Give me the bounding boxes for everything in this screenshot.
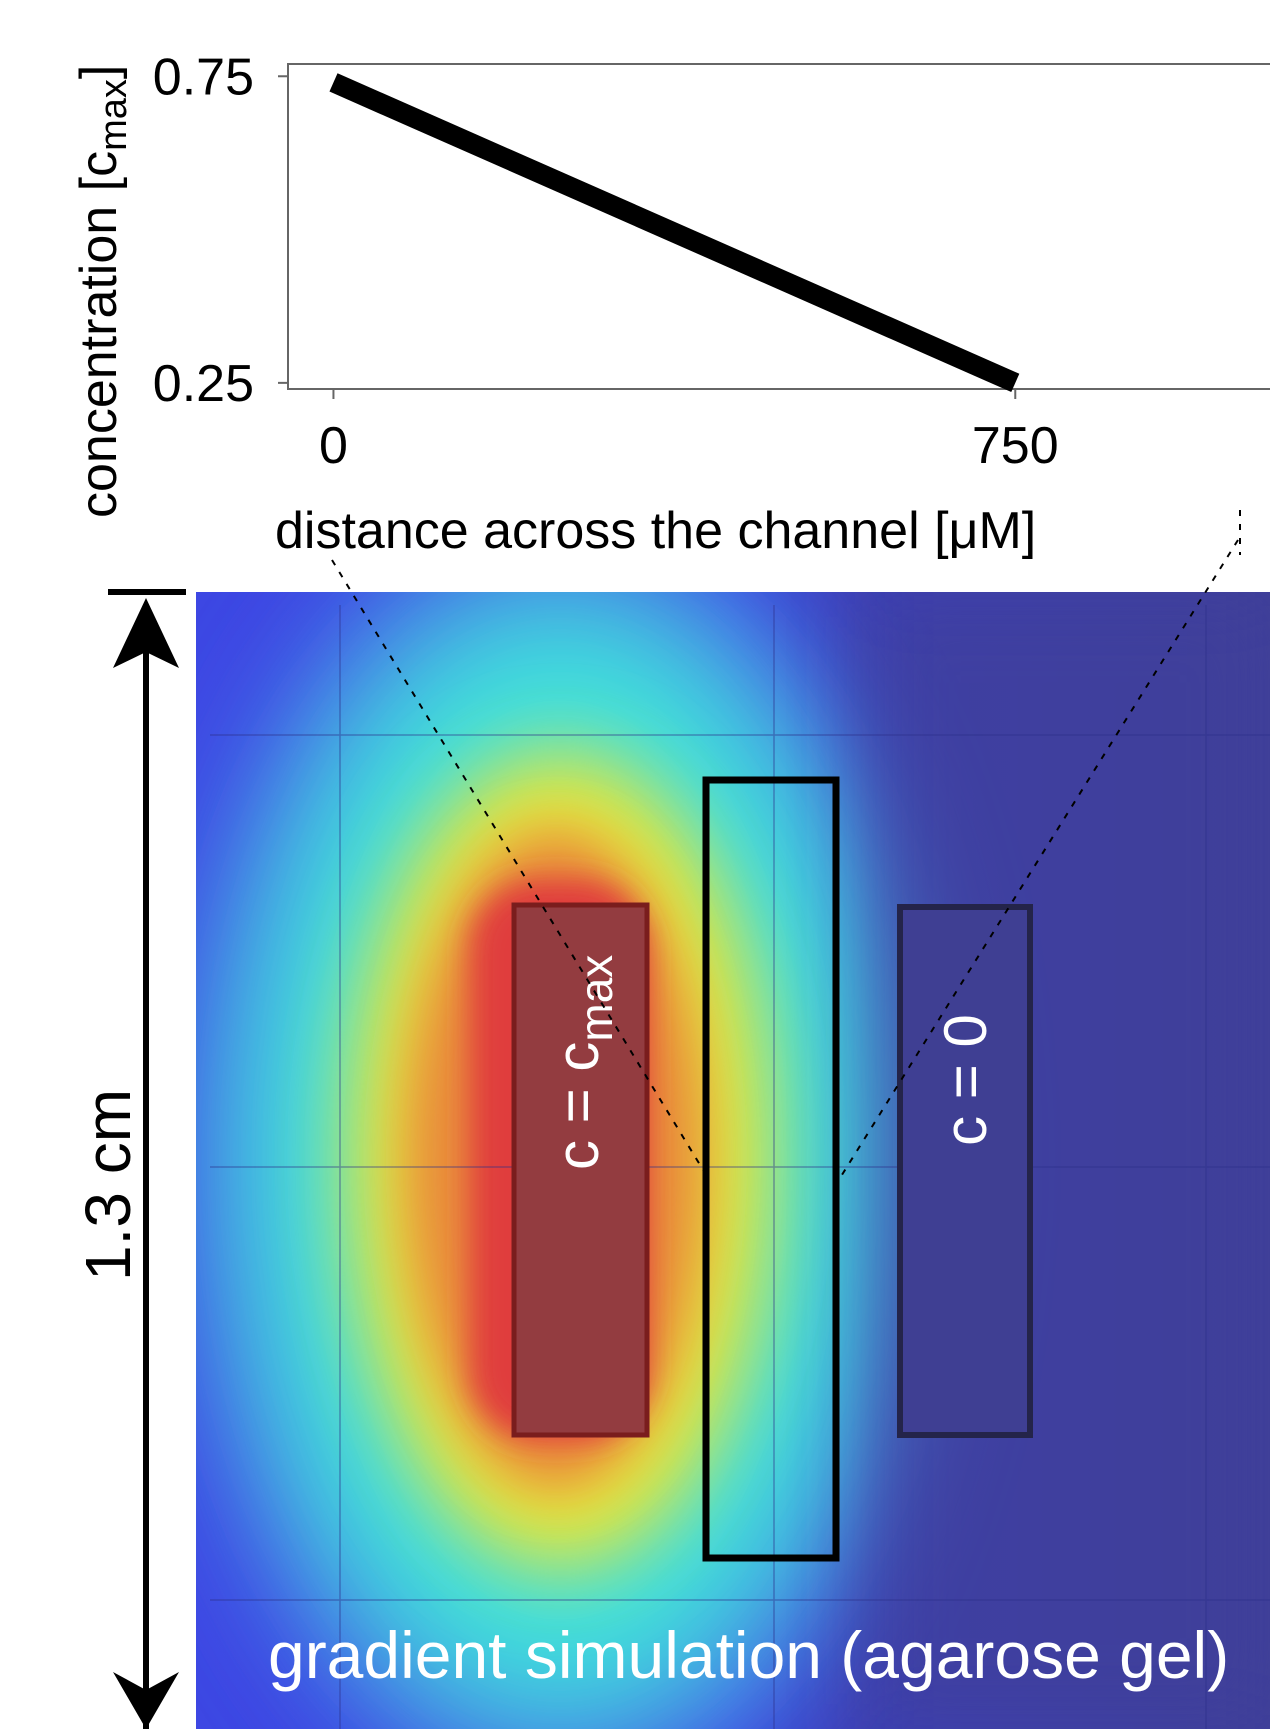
measurement-channel: [702, 776, 840, 1562]
x-tick-label: 750: [972, 417, 1059, 475]
series-line: [329, 73, 1020, 393]
scale-bar-arrow-down: [113, 1672, 179, 1729]
sink-channel-label: c = 0: [932, 1014, 999, 1146]
heatmap-field: [196, 592, 1270, 1729]
scale-bar-arrow-up: [113, 598, 179, 668]
x-tick-label: 0: [319, 417, 348, 475]
scale-bar: 1.3 cm: [72, 589, 186, 1729]
plot-area: [287, 63, 1270, 390]
x-ticks: 0 750: [319, 389, 1059, 475]
zoom-connector-left: [331, 559, 709, 1179]
y-tick-label: 0.25: [153, 355, 254, 413]
y-axis-label: concentration [cmax]: [70, 65, 135, 518]
heatmap: c = cmax c = 0 gradient simulation (agar…: [196, 592, 1270, 1729]
heatmap-title: gradient simulation (agarose gel): [268, 1618, 1229, 1692]
heatmap-gridlines: [210, 605, 1270, 1729]
source-channel-label: c = cmax: [544, 955, 622, 1170]
zoom-connectors: [331, 510, 1241, 1179]
sink-channel: [897, 904, 1033, 1438]
source-channel: [511, 902, 650, 1438]
y-ticks: 0.25 0.75: [153, 48, 288, 413]
scale-bar-label: 1.3 cm: [72, 1089, 144, 1281]
y-tick-label: 0.75: [153, 48, 254, 106]
x-axis-label: distance across the channel [μM]: [275, 502, 1036, 560]
line-plot: 0.25 0.75 0 750 distance across the channe…: [70, 48, 1270, 560]
